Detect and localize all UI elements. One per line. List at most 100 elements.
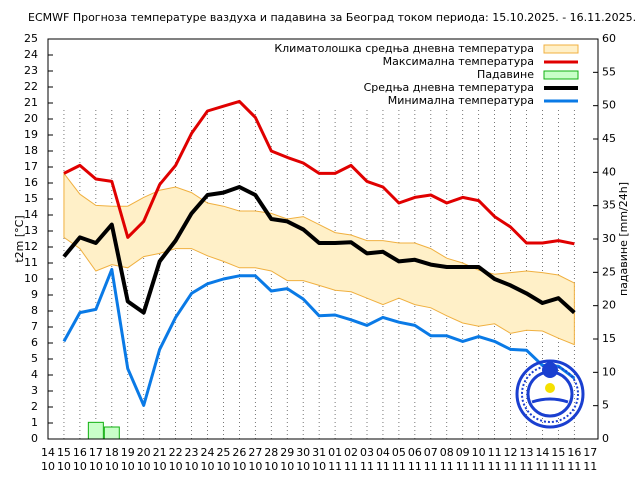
x-tick-label: 11 bbox=[488, 460, 502, 473]
x-tick-label: 20 bbox=[137, 446, 151, 459]
legend-label: Климатолошка средња дневна температура bbox=[274, 42, 534, 55]
x-tick-label: 10 bbox=[201, 460, 215, 473]
logo bbox=[515, 359, 585, 429]
x-tick-label: 10 bbox=[57, 460, 71, 473]
y-tick-label: 5 bbox=[31, 352, 38, 365]
y2-tick-label: 55 bbox=[602, 65, 616, 78]
x-tick-label: 10 bbox=[137, 460, 151, 473]
x-tick-label: 11 bbox=[551, 460, 565, 473]
y2-tick-label: 60 bbox=[602, 32, 616, 45]
x-tick-label: 11 bbox=[567, 460, 581, 473]
legend-label: Максимална температура bbox=[383, 55, 534, 68]
y2-tick-label: 0 bbox=[602, 432, 609, 445]
y2-tick-label: 40 bbox=[602, 165, 616, 178]
y-tick-label: 8 bbox=[31, 304, 38, 317]
y-tick-label: 24 bbox=[24, 48, 38, 61]
y-tick-label: 19 bbox=[24, 128, 38, 141]
x-tick-label: 14 bbox=[41, 446, 55, 459]
y-tick-label: 12 bbox=[24, 240, 38, 253]
series-line bbox=[63, 99, 575, 246]
y-tick-label: 15 bbox=[24, 192, 38, 205]
x-tick-label: 22 bbox=[169, 446, 183, 459]
legend-label: Средња дневна температура bbox=[364, 81, 534, 94]
x-tick-label: 25 bbox=[216, 446, 230, 459]
frame bbox=[47, 38, 599, 440]
series-line bbox=[62, 185, 576, 315]
y-tick-label: 13 bbox=[24, 224, 38, 237]
x-tick-label: 10 bbox=[216, 460, 230, 473]
x-tick-label: 06 bbox=[408, 446, 422, 459]
y2-tick-label: 5 bbox=[602, 399, 609, 412]
y2-tick-label: 25 bbox=[602, 265, 616, 278]
x-tick-label: 05 bbox=[392, 446, 406, 459]
x-tick-label: 11 bbox=[535, 460, 549, 473]
chart-title: ECMWF Прогноза температуре ваздуха и пад… bbox=[28, 11, 636, 24]
y2-axis-label: падавине [mm/24h] bbox=[617, 182, 630, 296]
x-tick-label: 23 bbox=[185, 446, 199, 459]
x-tick-label: 10 bbox=[105, 460, 119, 473]
x-tick-label: 10 bbox=[472, 446, 486, 459]
y2-tick-label: 20 bbox=[602, 299, 616, 312]
y-tick-label: 25 bbox=[24, 32, 38, 45]
y-tick-label: 20 bbox=[24, 112, 38, 125]
x-tick-label: 10 bbox=[89, 460, 103, 473]
y2-tick-label: 30 bbox=[602, 232, 616, 245]
x-tick-label: 10 bbox=[185, 460, 199, 473]
legend-label: Падавине bbox=[477, 68, 534, 81]
x-tick-label: 10 bbox=[73, 460, 87, 473]
y-tick-label: 22 bbox=[24, 80, 38, 93]
x-tick-label: 09 bbox=[456, 446, 470, 459]
y-axis-label: t2m [°C] bbox=[13, 215, 26, 262]
x-tick-label: 11 bbox=[360, 460, 374, 473]
x-tick-label: 10 bbox=[312, 460, 326, 473]
x-tick-label: 11 bbox=[520, 460, 534, 473]
x-tick-label: 15 bbox=[551, 446, 565, 459]
x-tick-label: 11 bbox=[472, 460, 486, 473]
y2-tick-label: 15 bbox=[602, 332, 616, 345]
legend-swatch bbox=[543, 44, 579, 54]
x-tick-label: 30 bbox=[296, 446, 310, 459]
y-tick-label: 3 bbox=[31, 384, 38, 397]
y-tick-label: 9 bbox=[31, 288, 38, 301]
x-tick-label: 27 bbox=[248, 446, 262, 459]
y2-tick-label: 10 bbox=[602, 365, 616, 378]
x-tick-label: 01 bbox=[328, 446, 342, 459]
x-tick-label: 28 bbox=[264, 446, 278, 459]
x-tick-label: 14 bbox=[535, 446, 549, 459]
y-tick-label: 11 bbox=[24, 256, 38, 269]
x-tick-label: 10 bbox=[169, 460, 183, 473]
y-tick-label: 10 bbox=[24, 272, 38, 285]
x-tick-label: 10 bbox=[232, 460, 246, 473]
precip-bar bbox=[87, 421, 104, 440]
x-tick-label: 17 bbox=[583, 446, 597, 459]
x-tick-label: 24 bbox=[201, 446, 215, 459]
legend-label: Минимална температура bbox=[388, 94, 534, 107]
x-tick-label: 11 bbox=[376, 460, 390, 473]
y-tick-label: 17 bbox=[24, 160, 38, 173]
x-tick-label: 31 bbox=[312, 446, 326, 459]
x-tick-label: 16 bbox=[73, 446, 87, 459]
x-tick-label: 11 bbox=[504, 460, 518, 473]
y-tick-label: 7 bbox=[31, 320, 38, 333]
series-line bbox=[62, 267, 576, 407]
x-tick-label: 15 bbox=[57, 446, 71, 459]
x-tick-label: 13 bbox=[520, 446, 534, 459]
precip-bar bbox=[103, 426, 120, 440]
x-tick-label: 10 bbox=[41, 460, 55, 473]
x-tick-label: 11 bbox=[583, 460, 597, 473]
x-tick-label: 11 bbox=[456, 460, 470, 473]
x-tick-label: 18 bbox=[105, 446, 119, 459]
y-tick-label: 1 bbox=[31, 416, 38, 429]
x-tick-label: 11 bbox=[440, 460, 454, 473]
legend-swatch bbox=[543, 70, 579, 80]
y2-tick-label: 50 bbox=[602, 99, 616, 112]
x-tick-label: 17 bbox=[89, 446, 103, 459]
x-tick-label: 10 bbox=[121, 460, 135, 473]
x-tick-label: 11 bbox=[408, 460, 422, 473]
x-tick-label: 08 bbox=[440, 446, 454, 459]
y-tick-label: 18 bbox=[24, 144, 38, 157]
x-tick-label: 07 bbox=[424, 446, 438, 459]
y-tick-label: 21 bbox=[24, 96, 38, 109]
x-tick-label: 11 bbox=[328, 460, 342, 473]
x-tick-label: 11 bbox=[392, 460, 406, 473]
